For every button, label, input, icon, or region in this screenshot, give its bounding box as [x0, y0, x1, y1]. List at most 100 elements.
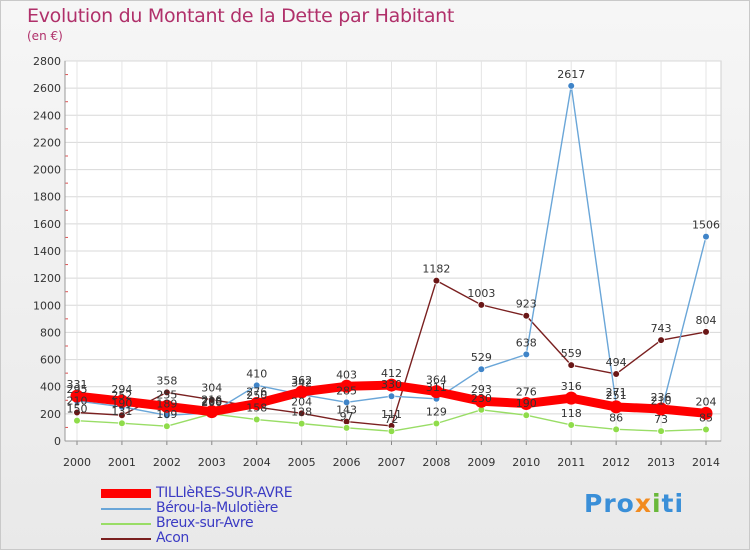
data-point-berou: [522, 350, 531, 359]
data-label-berou: 208: [201, 395, 222, 408]
x-tick-label: 2010: [512, 456, 540, 469]
y-tick-label: 1000: [33, 299, 61, 312]
y-tick-label: 0: [54, 435, 61, 448]
data-label-berou: 189: [156, 397, 177, 410]
data-label-tillieres: 216: [201, 394, 222, 407]
data-label-tillieres: 316: [561, 380, 582, 393]
y-tick-label: 200: [40, 408, 61, 421]
chart-title: Evolution du Montant de la Dette par Hab…: [27, 5, 455, 27]
data-label-berou: 1506: [692, 219, 720, 232]
data-point-acon: [297, 409, 306, 418]
data-label-breux: 73: [654, 413, 668, 426]
legend-swatch: [101, 507, 151, 510]
data-point-acon: [702, 328, 710, 336]
data-label-breux: 118: [561, 407, 582, 420]
data-label-berou: 2617: [557, 68, 585, 81]
data-point-tillieres: [429, 385, 443, 399]
data-point-tillieres: [474, 394, 488, 408]
data-point-tillieres: [160, 399, 174, 413]
x-tick-label: 2011: [557, 456, 585, 469]
data-label-berou: 410: [246, 367, 267, 380]
data-point-tillieres: [70, 389, 84, 403]
data-label-tillieres: 276: [246, 386, 267, 399]
data-label-berou: 271: [606, 386, 627, 399]
y-tick-label: 600: [40, 354, 61, 367]
data-point-berou: [252, 381, 261, 390]
data-point-breux: [297, 419, 306, 428]
x-tick-label: 2009: [467, 456, 495, 469]
data-label-berou: 252: [111, 389, 132, 402]
y-tick-label: 1800: [33, 191, 61, 204]
x-tick-label: 2004: [243, 456, 271, 469]
legend-swatch: [101, 537, 151, 540]
data-label-berou: 295: [67, 383, 88, 396]
data-label-acon: 250: [246, 389, 267, 402]
data-label-tillieres: 236: [651, 391, 672, 404]
x-tick-label: 2001: [108, 456, 136, 469]
data-label-tillieres: 276: [516, 386, 537, 399]
data-label-breux: 200: [201, 396, 222, 409]
data-point-breux: [73, 416, 81, 425]
x-tick-label: 2006: [333, 456, 361, 469]
x-tick-label: 2007: [378, 456, 406, 469]
data-point-breux: [702, 425, 710, 434]
data-point-tillieres: [519, 397, 533, 411]
data-label-acon: 111: [381, 408, 402, 421]
unit-label: (en €): [27, 29, 63, 43]
data-label-breux: 97: [340, 410, 354, 423]
data-point-breux: [567, 421, 576, 429]
data-label-tillieres: 364: [426, 374, 447, 387]
data-point-acon: [207, 395, 216, 404]
data-label-acon: 1003: [467, 287, 495, 300]
data-label-tillieres: 251: [606, 389, 627, 402]
data-label-acon: 923: [516, 298, 537, 311]
data-point-tillieres: [654, 402, 668, 416]
data-point-breux: [118, 419, 126, 428]
data-point-breux: [342, 424, 351, 432]
data-point-tillieres: [250, 397, 264, 411]
data-label-tillieres: 293: [471, 383, 492, 396]
data-label-tillieres: 331: [67, 378, 88, 391]
data-point-berou: [567, 82, 576, 90]
y-tick-label: 1600: [33, 218, 61, 231]
x-tick-label: 2003: [198, 456, 226, 469]
data-point-tillieres: [295, 385, 309, 399]
data-label-acon: 143: [336, 404, 357, 417]
data-point-breux: [612, 425, 620, 434]
data-label-breux: 85: [699, 411, 713, 424]
legend: TILLIèRES-SUR-AVRE Bérou-la-Mulotière Breu…: [101, 486, 293, 546]
x-tick-label: 2013: [647, 456, 675, 469]
data-point-acon: [73, 408, 81, 417]
data-label-breux: 128: [291, 406, 312, 419]
data-point-tillieres: [609, 400, 623, 414]
data-label-acon: 204: [291, 395, 312, 408]
data-label-berou: 529: [471, 351, 492, 364]
data-point-berou: [702, 232, 710, 241]
data-point-tillieres: [115, 394, 129, 408]
data-label-berou: 210: [651, 395, 672, 408]
data-label-tillieres: 412: [381, 367, 402, 380]
data-label-tillieres: 403: [336, 368, 357, 381]
data-point-acon: [118, 411, 126, 420]
legend-item-breux: Breux-sur-Avre: [101, 516, 292, 531]
data-label-breux: 72: [385, 413, 399, 426]
data-point-breux: [522, 411, 531, 420]
data-point-acon: [522, 311, 531, 320]
line-chart: 0 200 400 600 800 1000 1200 1400 1600 1800 2000 220…: [33, 55, 722, 469]
data-point-acon: [657, 336, 665, 344]
data-label-berou: 638: [516, 336, 537, 349]
data-point-tillieres: [205, 405, 219, 419]
data-point-berou: [477, 365, 486, 374]
data-label-tillieres: 362: [291, 374, 312, 387]
data-label-breux: 190: [516, 397, 537, 410]
data-label-breux: 158: [246, 402, 267, 415]
data-label-breux: 109: [156, 408, 177, 421]
data-label-breux: 129: [426, 405, 447, 418]
y-tick-label: 2600: [33, 82, 61, 95]
x-tick-label: 2014: [692, 456, 720, 469]
data-label-acon: 804: [696, 314, 717, 327]
data-point-tillieres: [564, 391, 578, 405]
legend-swatch: [101, 522, 151, 525]
proxiti-logo: Proxiti: [584, 489, 685, 518]
